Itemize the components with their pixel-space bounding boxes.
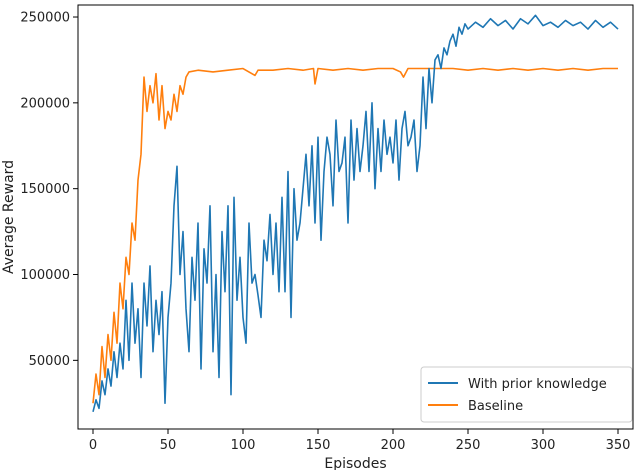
series-line-with-prior-knowledge <box>92 14 619 413</box>
legend-box <box>420 366 633 423</box>
x-axis-label: Episodes <box>324 456 386 470</box>
x-tick-label: 50 <box>160 438 177 453</box>
y-axis-ticks: 50000 100000 150000 200000 250000 <box>20 11 78 369</box>
x-axis-ticks: 0 50 100 150 200 250 300 350 <box>89 429 631 453</box>
plot-area <box>77 4 634 430</box>
y-tick-label: 200000 <box>20 96 70 111</box>
x-tick-label: 150 <box>306 438 331 453</box>
y-tick-label: 50000 <box>29 354 70 369</box>
x-tick-label: 200 <box>381 438 406 453</box>
x-tick-label: 0 <box>89 438 97 453</box>
legend-label-baseline: Baseline <box>468 399 523 414</box>
y-axis-label: Average Reward <box>1 160 17 274</box>
series-line-baseline <box>92 67 618 404</box>
x-tick-label: 100 <box>231 438 256 453</box>
x-tick-label: 350 <box>606 438 631 453</box>
x-tick-label: 250 <box>456 438 481 453</box>
legend-label-with-prior-knowledge: With prior knowledge <box>468 377 607 392</box>
y-tick-label: 150000 <box>20 182 70 197</box>
y-tick-label: 100000 <box>20 268 70 283</box>
series-lines <box>92 14 619 413</box>
legend: With prior knowledge Baseline <box>420 366 633 423</box>
x-tick-label: 300 <box>531 438 556 453</box>
y-tick-label: 250000 <box>20 11 70 26</box>
